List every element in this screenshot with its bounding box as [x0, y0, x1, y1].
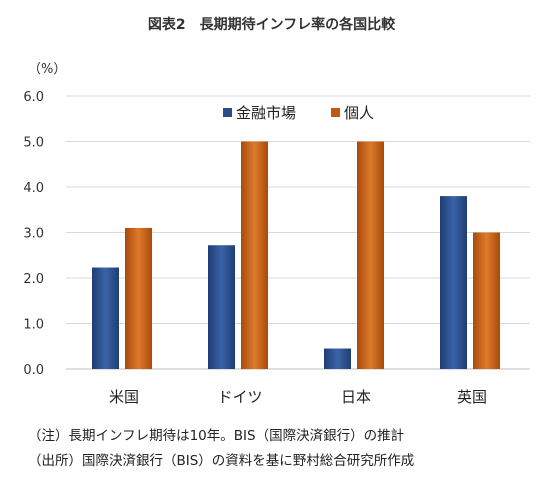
- legend-swatch: [331, 108, 340, 117]
- bar-個人-英国: [473, 232, 500, 369]
- bar-個人-日本: [357, 141, 384, 369]
- x-tick-label: 米国: [109, 388, 139, 406]
- bar-個人-米国: [125, 227, 152, 369]
- y-tick-label: 5.0: [23, 136, 44, 151]
- y-axis-ticks: 0.0 1.0 2.0 3.0 4.0 5.0 6.0: [23, 90, 44, 378]
- legend-label: 個人: [344, 104, 374, 122]
- y-tick-label: 3.0: [23, 227, 44, 242]
- y-tick-label: 1.0: [23, 318, 44, 333]
- bar-個人-ドイツ: [241, 141, 268, 369]
- bar-金融市場-日本: [324, 348, 351, 369]
- y-tick-label: 6.0: [23, 90, 44, 105]
- bar-chart: 0.0 1.0 2.0 3.0 4.0 5.0 6.0 米国 ドイツ 日本 英国 金融市場 個人: [23, 90, 530, 406]
- y-tick-label: 4.0: [23, 181, 44, 196]
- y-tick-label: 0.0: [23, 363, 44, 378]
- note-line: （出所）国際決済銀行（BIS）の資料を基に野村総合研究所作成: [28, 453, 415, 469]
- legend-swatch: [223, 108, 232, 117]
- x-axis-ticks: 米国 ドイツ 日本 英国: [109, 388, 487, 406]
- bar-金融市場-ドイツ: [208, 245, 235, 369]
- legend: 金融市場 個人: [223, 104, 374, 122]
- x-tick-label: 英国: [457, 388, 487, 406]
- footnotes: （注）長期インフレ期待は10年。BIS（国際決済銀行）の推計 （出所）国際決済銀…: [28, 424, 414, 474]
- x-tick-label: ドイツ: [217, 388, 262, 406]
- bars: [92, 141, 500, 369]
- chart-title: 図表2 長期期待インフレ率の各国比較: [147, 17, 396, 33]
- y-tick-label: 2.0: [23, 272, 44, 287]
- bar-金融市場-英国: [440, 196, 467, 369]
- y-axis-unit-label: （%）: [28, 62, 67, 77]
- legend-label: 金融市場: [236, 104, 296, 122]
- x-tick-label: 日本: [341, 388, 371, 406]
- note-line: （注）長期インフレ期待は10年。BIS（国際決済銀行）の推計: [28, 428, 405, 444]
- bar-金融市場-米国: [92, 267, 119, 369]
